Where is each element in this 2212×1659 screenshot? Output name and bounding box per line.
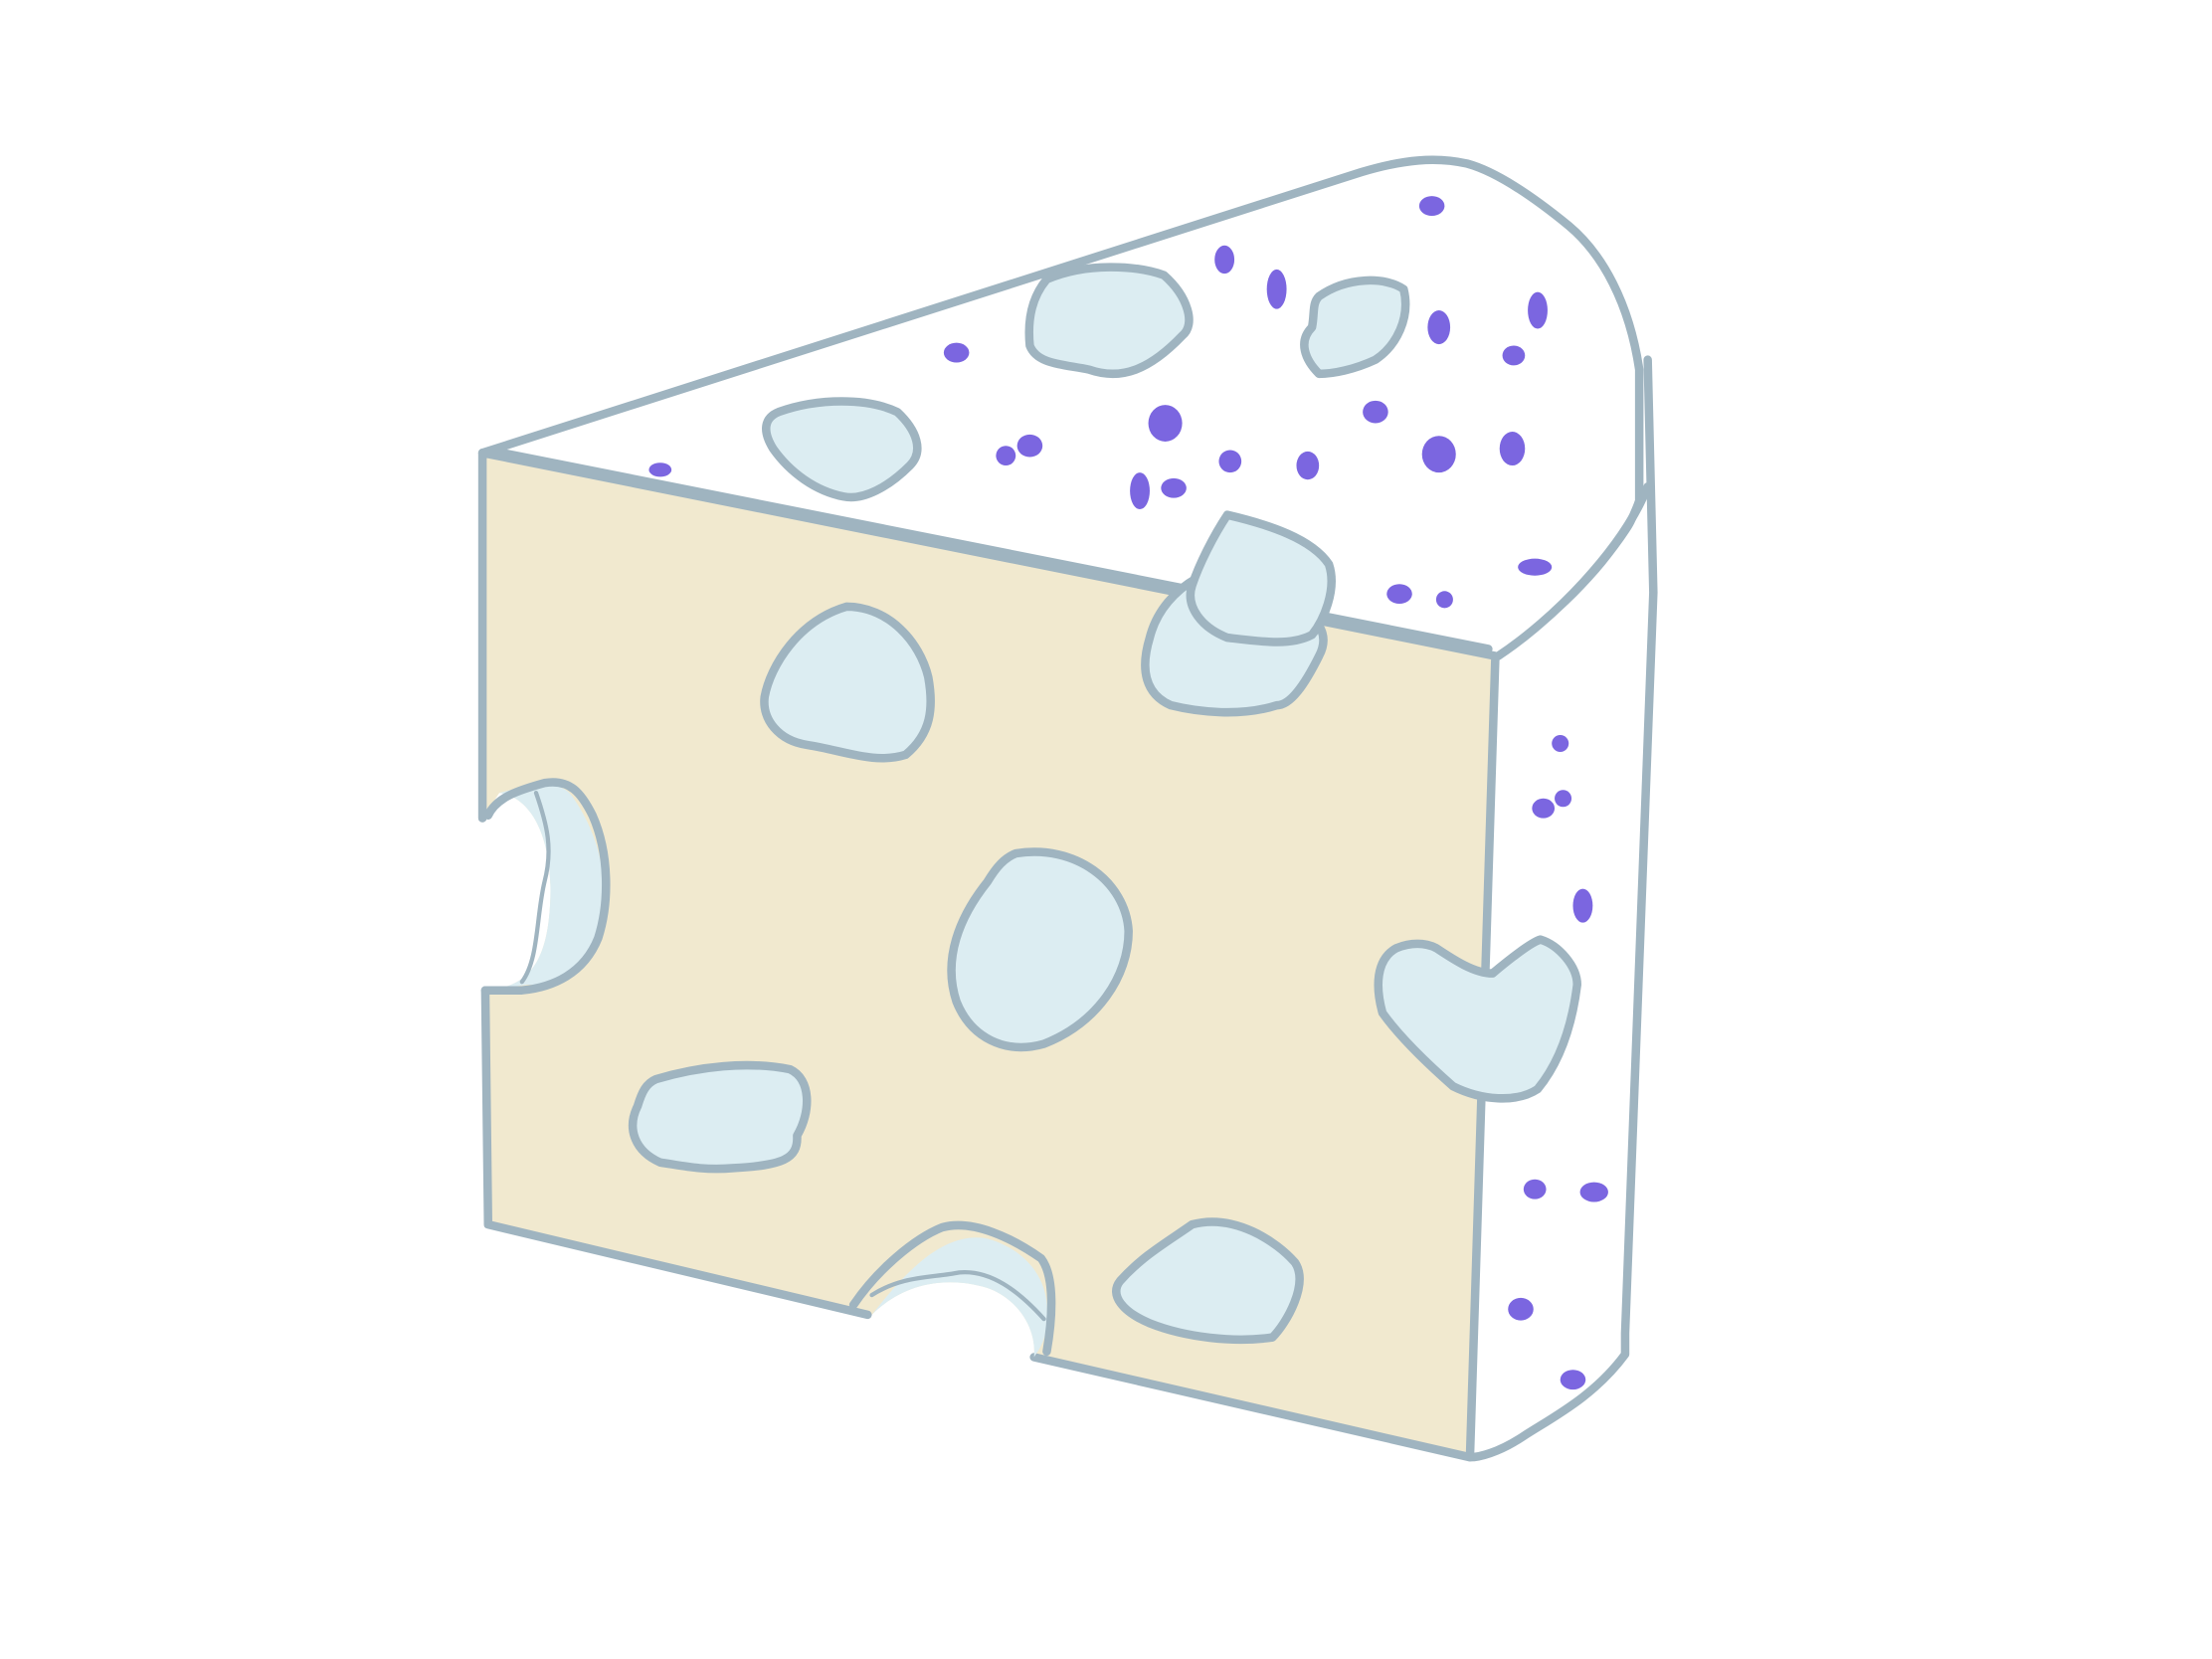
speckle (1418, 196, 1445, 217)
left-bite-outline (480, 778, 611, 995)
cheese-front-outline (477, 449, 1500, 1462)
speckle (1508, 1297, 1534, 1321)
speckle (1552, 734, 1569, 752)
bottom-bite-outline (848, 1220, 1056, 1357)
left-bite-inner-outline (519, 790, 551, 985)
speckle (1560, 1370, 1586, 1390)
speckle (943, 342, 970, 363)
speckle (1435, 591, 1453, 609)
cheese-side-outline (1465, 355, 1658, 1462)
speckle (1502, 345, 1526, 366)
top-hole-4 (1186, 510, 1336, 646)
cheese-side-outline-inner (1494, 482, 1652, 660)
speckle (1386, 584, 1412, 605)
front-hole-2 (947, 847, 1133, 1052)
speckle (1532, 798, 1556, 819)
bottom-bite-inner-outline (869, 1270, 1046, 1322)
speckle (1518, 558, 1553, 576)
speckle (1499, 432, 1526, 466)
speckle (1161, 477, 1187, 498)
speckle (1579, 1182, 1608, 1202)
speckles (648, 196, 1608, 1390)
speckle (1148, 405, 1183, 442)
speckle (1523, 1179, 1547, 1199)
speckle (1528, 291, 1548, 329)
speckle (1427, 310, 1451, 345)
side-hole-1 (1374, 935, 1581, 1103)
speckle (1363, 400, 1388, 424)
front-hole-1 (760, 602, 935, 763)
front-hole-4 (1112, 1217, 1304, 1345)
cheese-front-outline-bottom (480, 986, 872, 1320)
bottom-bite-hole (871, 1237, 1047, 1358)
speckle (648, 462, 672, 477)
speckle (1421, 436, 1456, 473)
front-hole-3 (629, 1060, 812, 1174)
top-hole-3 (1300, 276, 1410, 379)
speckle (996, 446, 1016, 466)
top-hole-1 (762, 397, 922, 502)
speckle (1296, 451, 1320, 480)
top-hole-2 (1024, 263, 1194, 379)
speckle (1218, 450, 1242, 473)
speckle (1016, 434, 1043, 458)
left-bite-hole (484, 785, 605, 991)
speckle (1214, 245, 1235, 275)
speckle (1572, 888, 1593, 923)
speckle (1266, 269, 1287, 309)
speckle (1555, 790, 1572, 808)
speckle (1130, 472, 1150, 510)
